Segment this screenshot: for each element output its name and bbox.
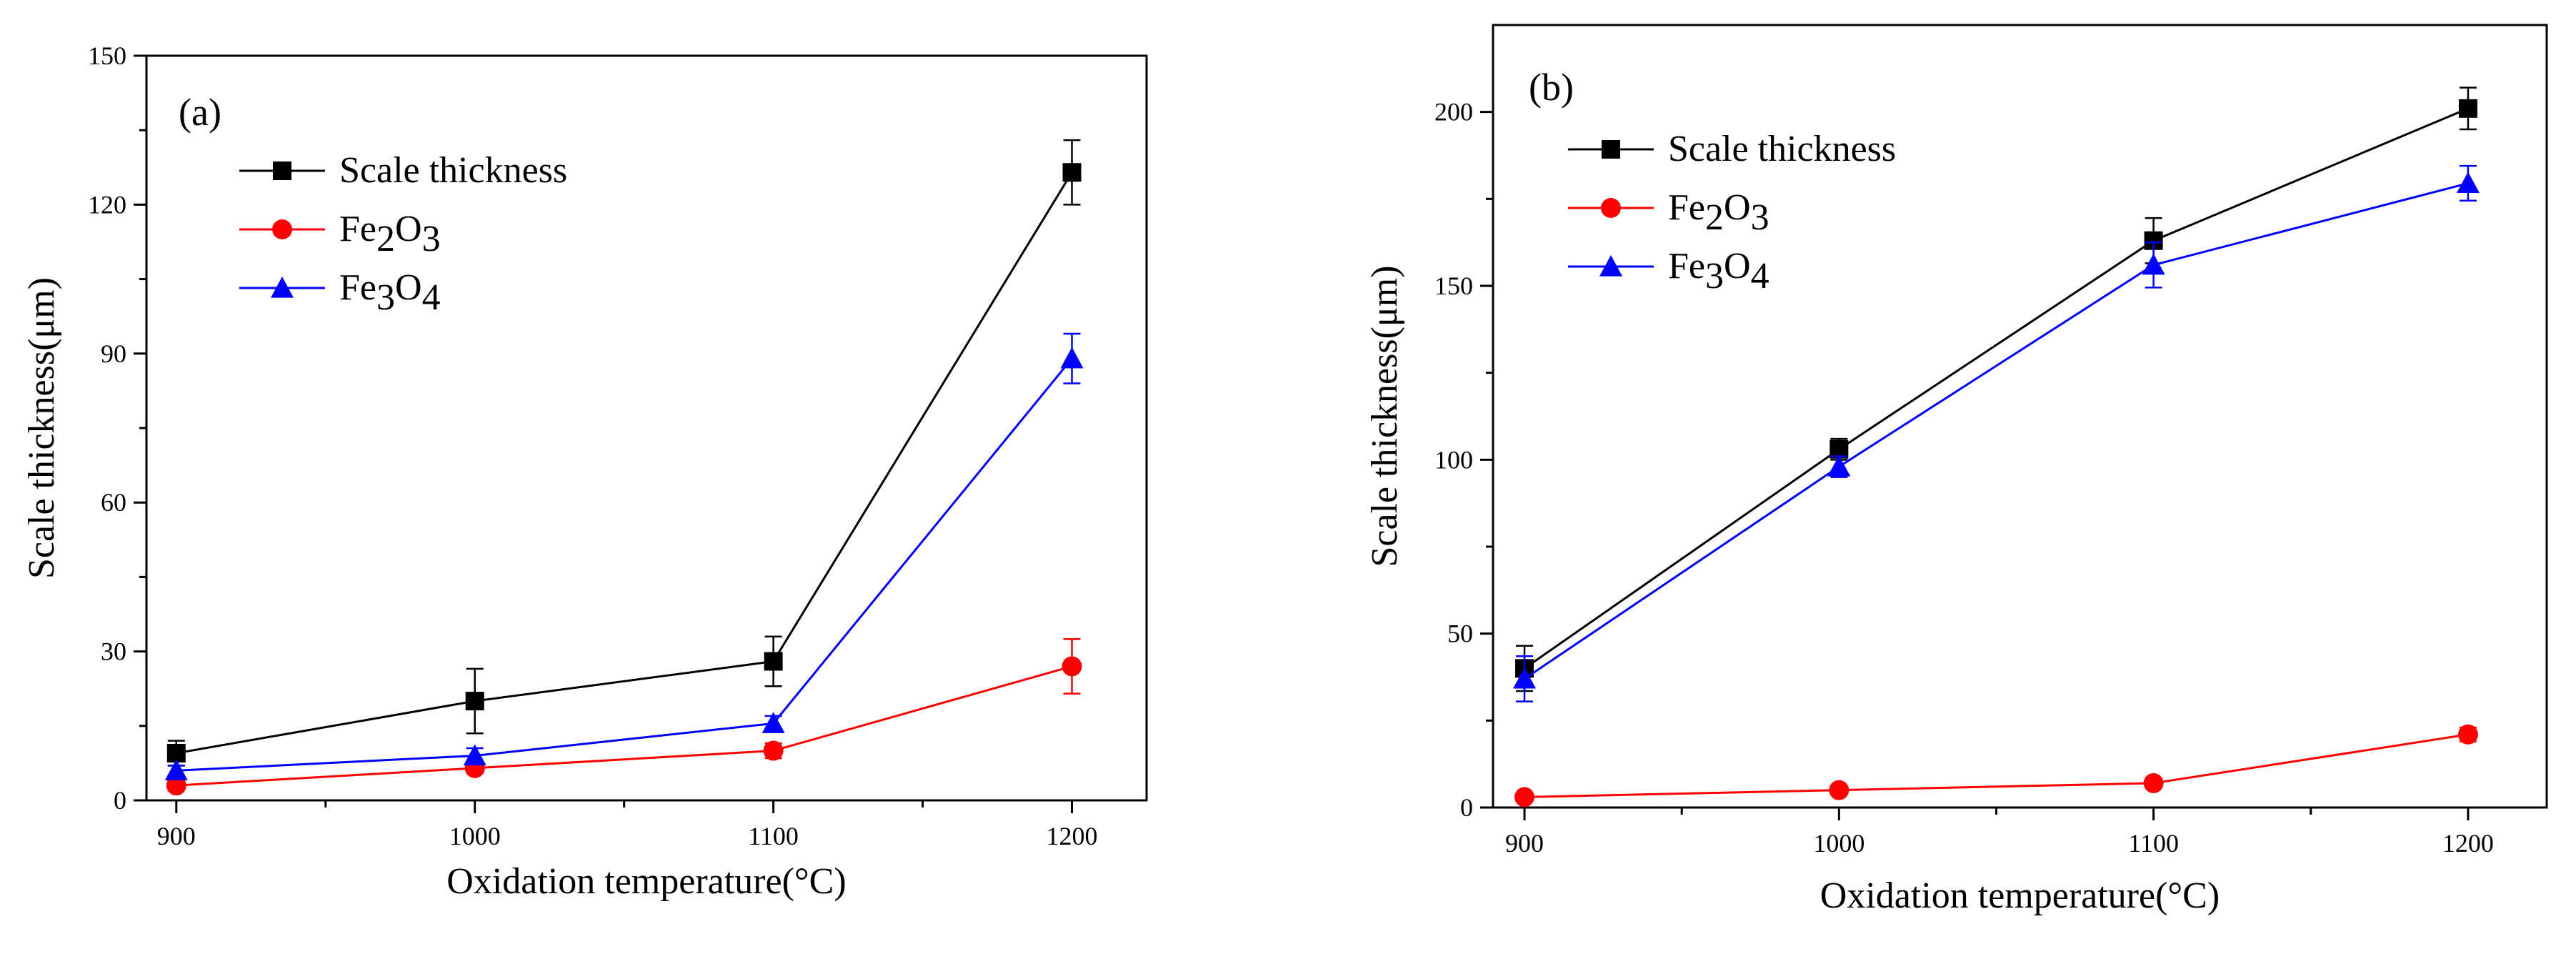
y-axis-title: Scale thickness(μm) bbox=[21, 277, 62, 579]
data-point bbox=[1514, 787, 1535, 808]
legend-marker bbox=[272, 219, 292, 239]
panel-label: (a) bbox=[179, 91, 221, 134]
data-point bbox=[164, 759, 188, 780]
legend-label: Scale thickness bbox=[339, 150, 567, 191]
data-point bbox=[166, 775, 186, 796]
legend-label-part: O bbox=[1724, 187, 1751, 228]
legend-label-part: Fe bbox=[1668, 246, 1705, 287]
legend-label-sub: 4 bbox=[1751, 256, 1769, 297]
data-point bbox=[1062, 656, 1082, 677]
legend-label-part: O bbox=[395, 267, 422, 308]
x-tick-label: 900 bbox=[157, 822, 196, 850]
y-tick-label: 120 bbox=[88, 190, 126, 219]
series-fe2o3: Fe2O3 bbox=[166, 209, 1082, 796]
y-tick-label: 0 bbox=[1460, 793, 1473, 822]
legend-label: Scale thickness bbox=[1668, 129, 1896, 169]
data-point bbox=[2143, 772, 2164, 793]
legend-label-sub: 4 bbox=[422, 277, 441, 318]
legend-label-part: O bbox=[395, 209, 422, 249]
x-axis-title: Oxidation temperature(°C) bbox=[446, 861, 846, 902]
series-fe2o3: Fe2O3 bbox=[1514, 187, 2478, 808]
x-axis-title: Oxidation temperature(°C) bbox=[1820, 875, 2220, 916]
y-tick-label: 90 bbox=[101, 339, 126, 368]
y-tick-label: 150 bbox=[1434, 272, 1473, 300]
legend-label-sub: 3 bbox=[1705, 256, 1724, 297]
legend-label-sub: 3 bbox=[422, 219, 441, 259]
series-line bbox=[176, 665, 1072, 787]
y-tick-label: 150 bbox=[88, 41, 126, 70]
series-line bbox=[1524, 182, 2469, 680]
series-scale-thickness: Scale thickness bbox=[1515, 86, 2477, 692]
series-line bbox=[176, 172, 1073, 755]
data-point bbox=[1829, 780, 1849, 800]
y-tick-label: 50 bbox=[1447, 620, 1473, 648]
data-point bbox=[2142, 253, 2165, 275]
data-point bbox=[463, 744, 486, 766]
legend-label-part: O bbox=[1724, 246, 1751, 287]
legend-label-part: Fe bbox=[339, 209, 376, 249]
y-tick-label: 200 bbox=[1434, 98, 1473, 126]
legend-label-part: Fe bbox=[339, 267, 376, 308]
x-tick-label: 900 bbox=[1505, 829, 1544, 858]
data-point bbox=[762, 712, 785, 733]
legend-label-sub: 3 bbox=[1751, 197, 1769, 238]
series-line bbox=[176, 357, 1073, 772]
x-tick-label: 1000 bbox=[1813, 829, 1864, 858]
data-point bbox=[1062, 163, 1082, 182]
chart-panel-b: 900 1000 1100 1200 0 50 100 150 200 Oxidation tem… bbox=[1364, 24, 2548, 916]
data-point bbox=[2456, 172, 2480, 194]
legend-marker bbox=[271, 277, 294, 298]
series-line bbox=[1524, 733, 2469, 798]
data-point bbox=[2457, 724, 2478, 745]
legend-label-sub: 3 bbox=[376, 277, 395, 318]
legend-label: Fe2O3 bbox=[339, 209, 441, 259]
data-point bbox=[2458, 99, 2477, 118]
data-point bbox=[763, 740, 784, 761]
data-point bbox=[764, 652, 783, 671]
legend-label-part: Fe bbox=[1668, 187, 1705, 228]
x-tick-label: 1100 bbox=[748, 822, 799, 850]
panel-label: (b) bbox=[1529, 66, 1574, 109]
y-axis-title: Scale thickness(μm) bbox=[1364, 265, 1405, 567]
x-tick-label: 1000 bbox=[449, 822, 501, 850]
x-tick-label: 1100 bbox=[2128, 829, 2179, 858]
legend-label: Fe2O3 bbox=[1668, 187, 1769, 238]
series-line bbox=[1524, 107, 2469, 670]
data-point bbox=[1827, 455, 1851, 477]
legend-marker bbox=[273, 162, 291, 180]
series-fe3o4: Fe3O4 bbox=[164, 267, 1084, 780]
legend-label: Fe3O4 bbox=[1668, 246, 1769, 297]
data-point bbox=[1060, 347, 1084, 369]
data-point bbox=[465, 692, 484, 711]
chart-panel-a: 900 1000 1100 1200 0 30 60 90 120 150 Oxidation te… bbox=[21, 41, 1148, 902]
legend-label-sub: 2 bbox=[1705, 197, 1724, 238]
x-tick-label: 1200 bbox=[1047, 822, 1098, 850]
plot-frame bbox=[1492, 24, 2548, 809]
legend-label: Fe3O4 bbox=[339, 267, 441, 318]
legend-marker bbox=[1601, 198, 1621, 218]
series-fe3o4: Fe3O4 bbox=[1513, 164, 2480, 702]
data-point bbox=[1513, 667, 1537, 689]
legend-marker bbox=[1599, 255, 1622, 277]
legend-label-sub: 2 bbox=[376, 219, 395, 259]
y-tick-label: 60 bbox=[101, 488, 126, 517]
y-tick-label: 100 bbox=[1434, 445, 1473, 474]
series-scale-thickness: Scale thickness bbox=[166, 139, 1082, 767]
legend-marker bbox=[1602, 140, 1620, 159]
y-tick-label: 0 bbox=[114, 786, 126, 815]
x-tick-label: 1200 bbox=[2442, 829, 2494, 858]
y-tick-label: 30 bbox=[101, 637, 126, 666]
